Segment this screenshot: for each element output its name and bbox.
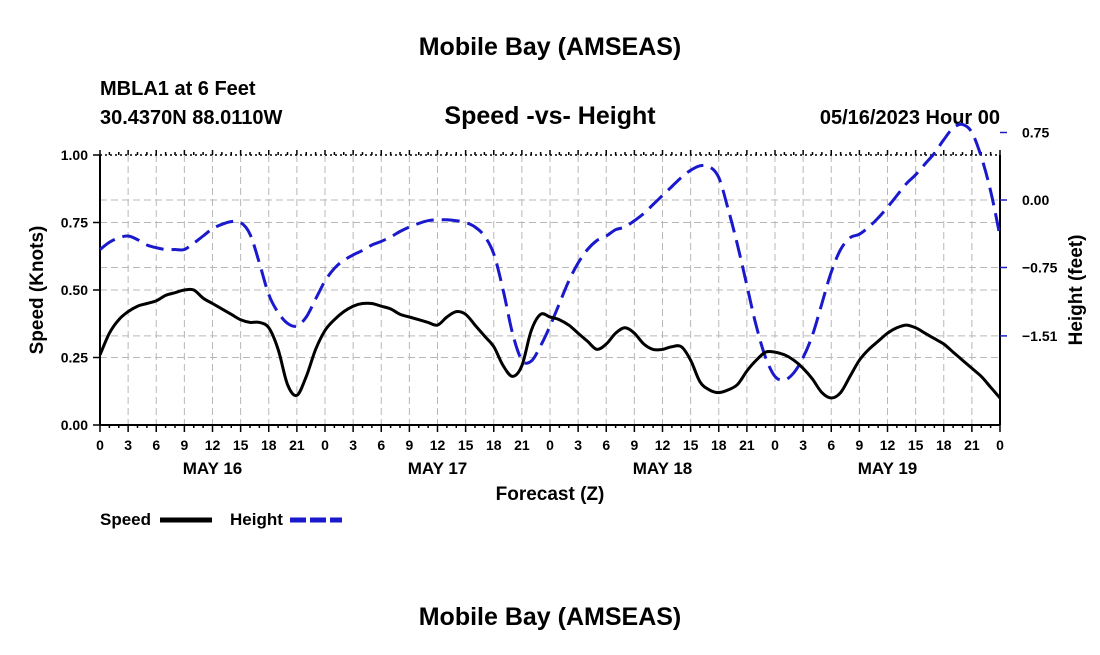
legend-height-label: Height — [230, 510, 283, 529]
day-label: MAY 19 — [858, 459, 918, 478]
footer-title: Mobile Bay (AMSEAS) — [419, 603, 682, 631]
x-tick-label: 21 — [289, 437, 305, 453]
legend-speed-label: Speed — [100, 510, 151, 529]
x-tick-label: 15 — [908, 437, 924, 453]
x-tick-label: 18 — [936, 437, 952, 453]
y-left-tick-label: 0.50 — [61, 282, 88, 298]
y-right-tick-label: 0.00 — [1022, 192, 1049, 208]
x-tick-label: 6 — [152, 437, 160, 453]
x-tick-label: 3 — [574, 437, 582, 453]
x-tick-label: 0 — [546, 437, 554, 453]
x-tick-label: 3 — [799, 437, 807, 453]
x-tick-label: 18 — [711, 437, 727, 453]
y-right-tick-label: 0.75 — [1022, 125, 1049, 141]
x-axis-label: Forecast (Z) — [496, 484, 605, 505]
station-label: MBLA1 at 6 Feet — [100, 78, 256, 100]
y-left-tick-label: 0.00 — [61, 417, 88, 433]
datetime-label: 05/16/2023 Hour 00 — [820, 107, 1000, 129]
x-tick-label: 18 — [486, 437, 502, 453]
x-tick-label: 21 — [514, 437, 530, 453]
y-left-tick-label: 1.00 — [61, 147, 88, 163]
x-tick-label: 15 — [683, 437, 699, 453]
grid — [100, 155, 1000, 425]
y-left-tick-label: 0.25 — [61, 350, 88, 366]
series — [98, 122, 1002, 400]
y-right-tick-label: −1.51 — [1022, 328, 1058, 344]
speed-series-line — [98, 287, 1002, 400]
x-tick-label: 0 — [321, 437, 329, 453]
x-tick-label: 3 — [124, 437, 132, 453]
x-tick-label: 6 — [827, 437, 835, 453]
x-tick-label: 18 — [261, 437, 277, 453]
x-tick-label: 0 — [96, 437, 104, 453]
y-left-tick-label: 0.75 — [61, 215, 88, 231]
x-tick-label: 12 — [880, 437, 896, 453]
x-tick-label: 9 — [855, 437, 863, 453]
x-tick-label: 0 — [996, 437, 1004, 453]
x-tick-label: 15 — [458, 437, 474, 453]
x-tick-label: 21 — [964, 437, 980, 453]
coordinates-label: 30.4370N 88.0110W — [100, 107, 282, 129]
day-label: MAY 17 — [408, 459, 468, 478]
height-series-line — [99, 122, 1002, 382]
x-tick-label: 0 — [771, 437, 779, 453]
x-tick-label: 9 — [180, 437, 188, 453]
x-tick-label: 3 — [349, 437, 357, 453]
y-axis-left-label: Speed (Knots) — [27, 226, 48, 355]
x-tick-label: 9 — [405, 437, 413, 453]
x-tick-label: 15 — [233, 437, 249, 453]
axes: 0 3 6 9 12 15 18 21 0 3 6 9 12 15 18 21 0 3 6 9 12 15 18 21 0 3 6 9… — [61, 125, 1058, 479]
page-title: Mobile Bay (AMSEAS) — [419, 33, 682, 61]
legend: Speed Height — [100, 510, 342, 529]
day-label: MAY 16 — [183, 459, 243, 478]
x-tick-label: 12 — [205, 437, 221, 453]
x-tick-label: 9 — [630, 437, 638, 453]
day-label: MAY 18 — [633, 459, 693, 478]
x-tick-label: 6 — [602, 437, 610, 453]
x-tick-label: 21 — [739, 437, 755, 453]
y-right-tick-label: −0.75 — [1022, 260, 1058, 276]
y-axis-right-label: Height (feet) — [1066, 235, 1087, 346]
x-tick-label: 12 — [655, 437, 671, 453]
chart-title: Speed -vs- Height — [444, 102, 656, 130]
x-tick-label: 12 — [430, 437, 446, 453]
x-tick-label: 6 — [377, 437, 385, 453]
